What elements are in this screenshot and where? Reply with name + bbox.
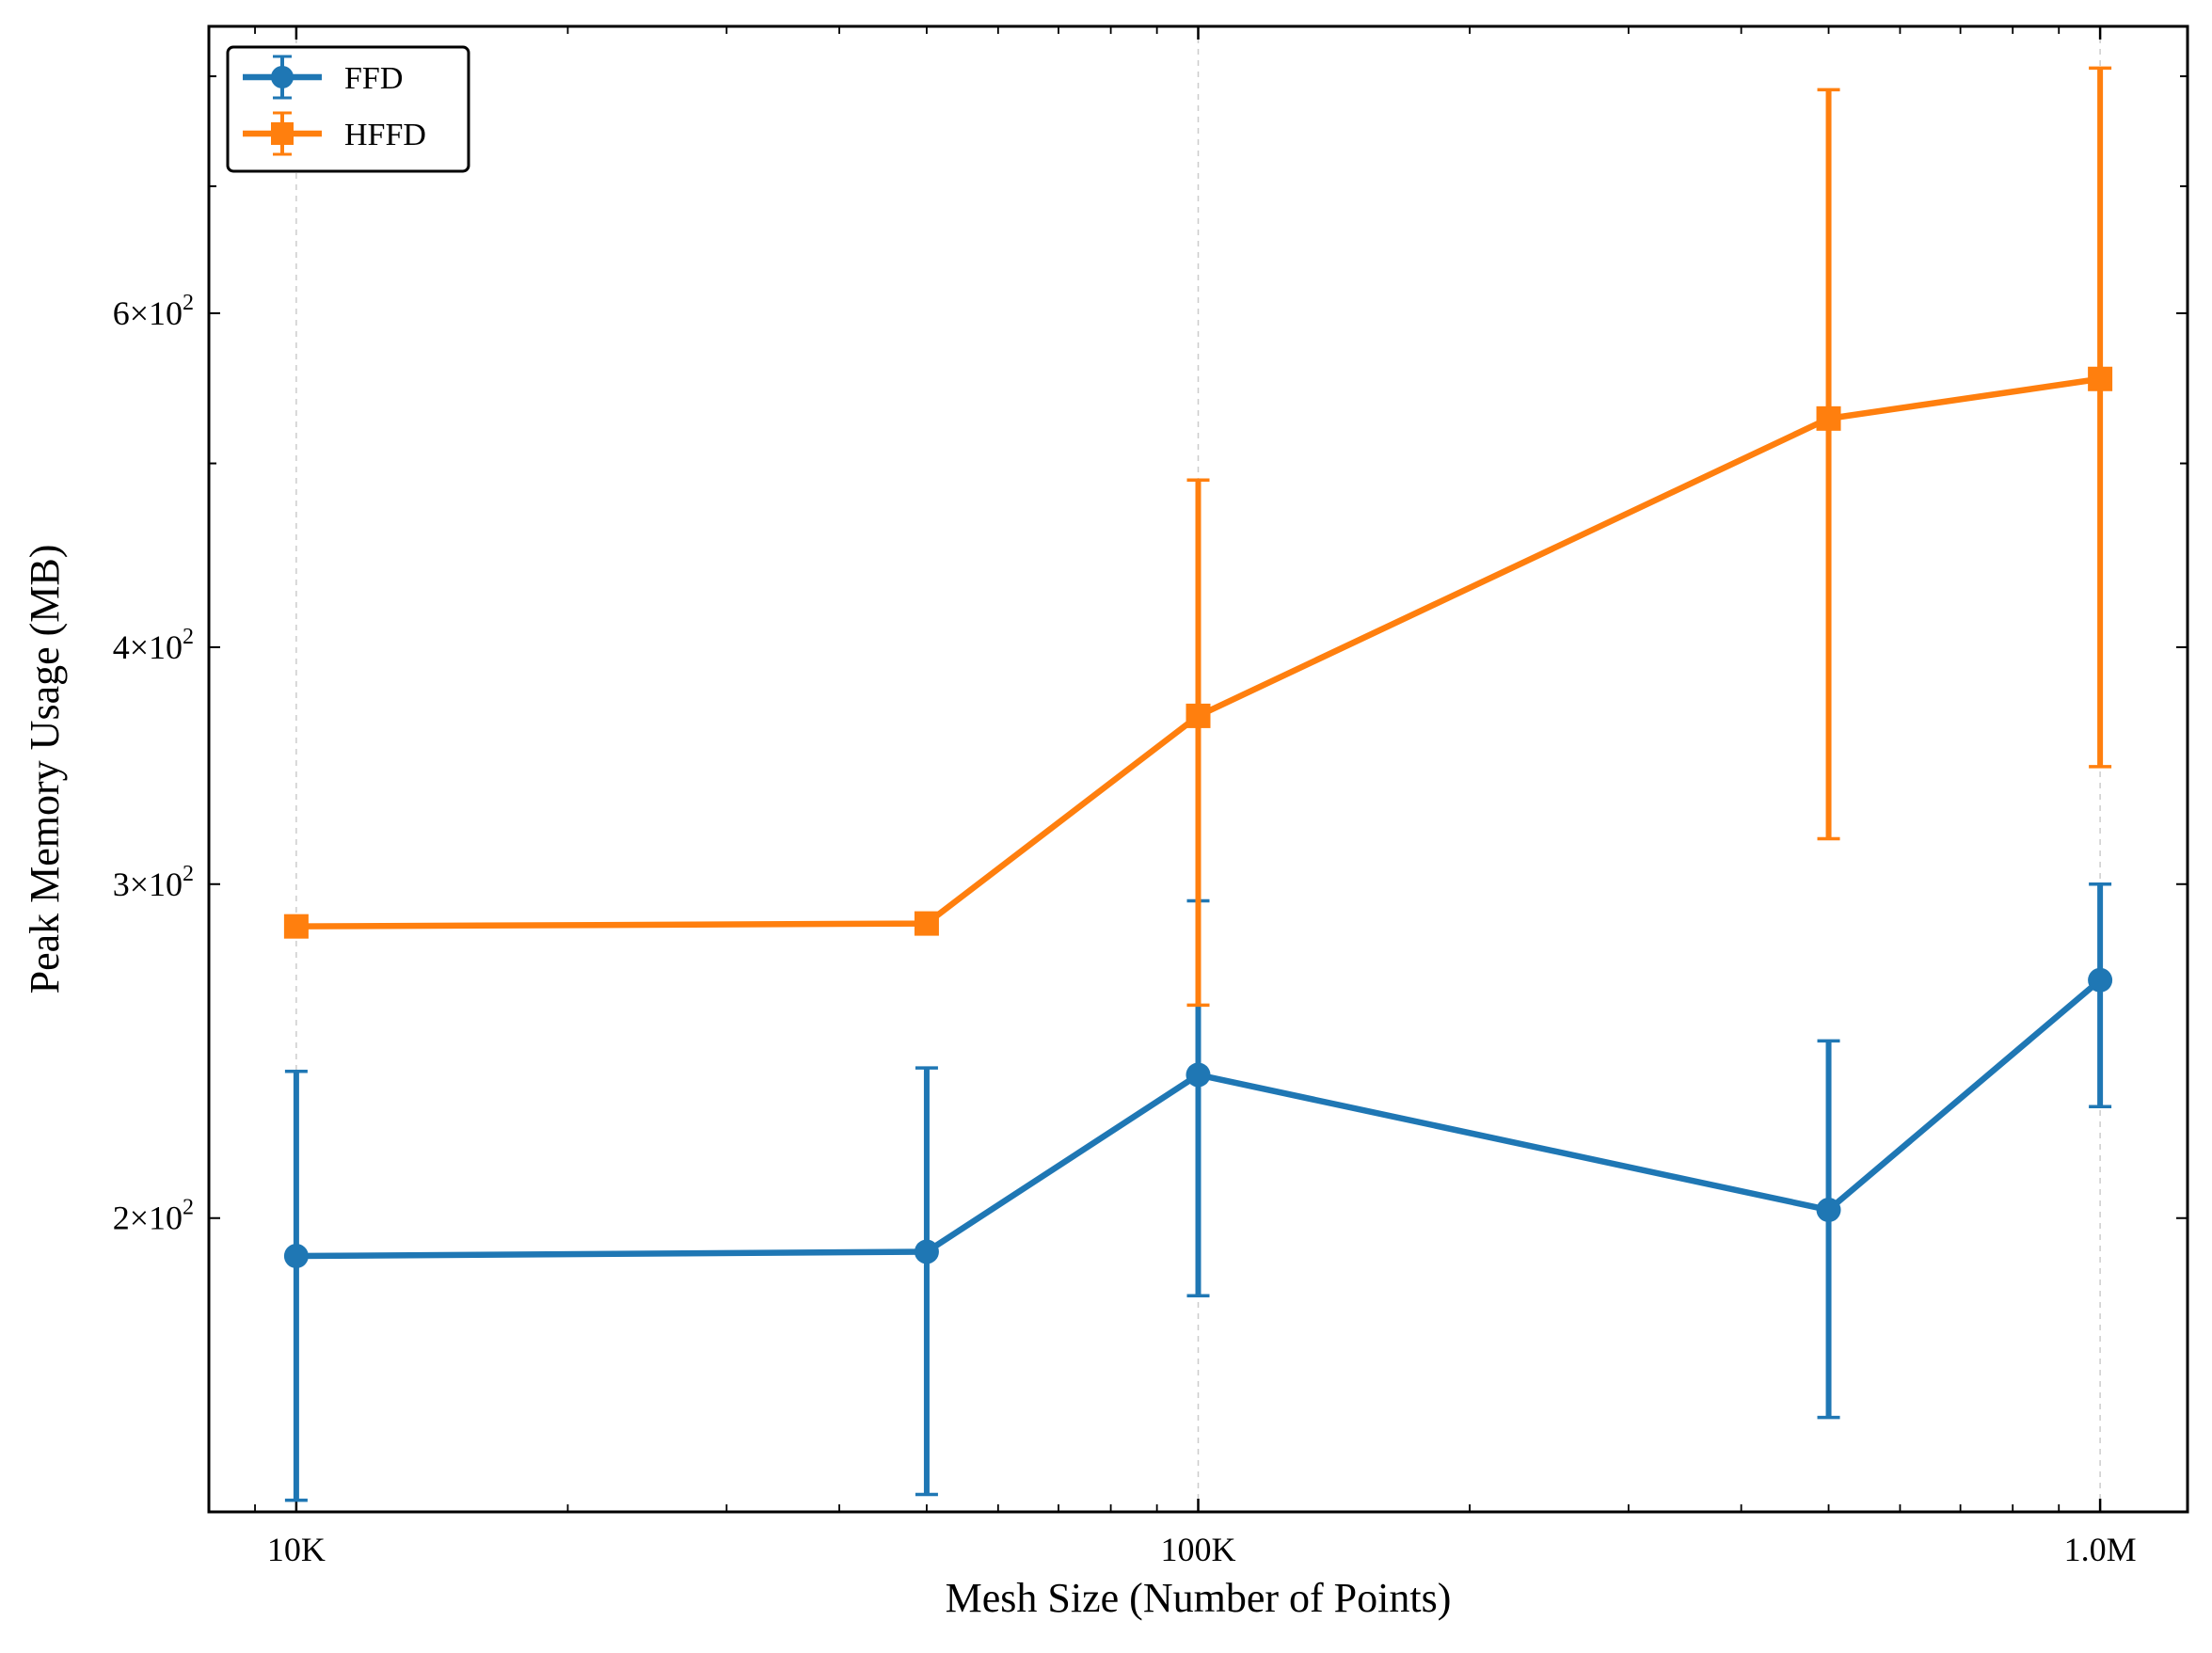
legend: FFD HFFD — [226, 45, 470, 173]
y-tick-times: ×10 — [130, 1200, 183, 1237]
x-axis-title: Mesh Size (Number of Points) — [946, 1575, 1452, 1621]
y-tick-exponent: 2 — [183, 625, 194, 649]
y-tick-base: 4 — [113, 628, 130, 666]
data-point — [283, 1244, 309, 1269]
y-tick-label: 3×102 — [113, 862, 194, 903]
data-point — [1816, 1198, 1841, 1223]
y-tick-base: 3 — [113, 866, 130, 903]
y-axis-title: Peak Memory Usage (MB) — [22, 545, 68, 994]
x-tick-label: 10K — [267, 1531, 326, 1568]
series-ffd — [283, 882, 2113, 1502]
series-hffd — [283, 66, 2113, 1008]
x-tick-label: 1.0M — [2064, 1531, 2137, 1568]
y-tick-base: 6 — [113, 294, 130, 332]
y-tick-label: 2×102 — [113, 1196, 194, 1237]
y-tick-times: ×10 — [130, 628, 183, 666]
data-point — [283, 914, 309, 939]
legend-item-ffd: FFD — [243, 55, 403, 100]
y-tick-exponent: 2 — [183, 291, 194, 315]
data-point — [2088, 366, 2113, 391]
series-layer — [283, 66, 2113, 1502]
legend-marker — [271, 66, 294, 88]
legend-marker — [271, 122, 294, 145]
legend-item-hffd: HFFD — [243, 111, 426, 156]
y-tick-base: 2 — [113, 1200, 130, 1237]
data-point — [914, 1239, 939, 1264]
y-tick-times: ×10 — [130, 294, 183, 332]
major-ticks — [294, 26, 2102, 1512]
data-point — [1816, 405, 1841, 431]
data-point — [2088, 967, 2113, 993]
plot-frame — [207, 24, 2189, 1514]
y-tick-label: 6×102 — [113, 291, 194, 332]
legend-label: HFFD — [344, 118, 426, 152]
legend-label: FFD — [344, 61, 403, 96]
y-tick-exponent: 2 — [183, 1196, 194, 1220]
data-point — [1186, 703, 1211, 728]
y-tick-times: ×10 — [130, 866, 183, 903]
data-point — [1186, 1062, 1211, 1088]
data-point — [914, 911, 939, 936]
x-tick-label: 100K — [1161, 1531, 1236, 1568]
y-tick-label: 4×102 — [113, 625, 194, 666]
y-tick-exponent: 2 — [183, 862, 194, 886]
